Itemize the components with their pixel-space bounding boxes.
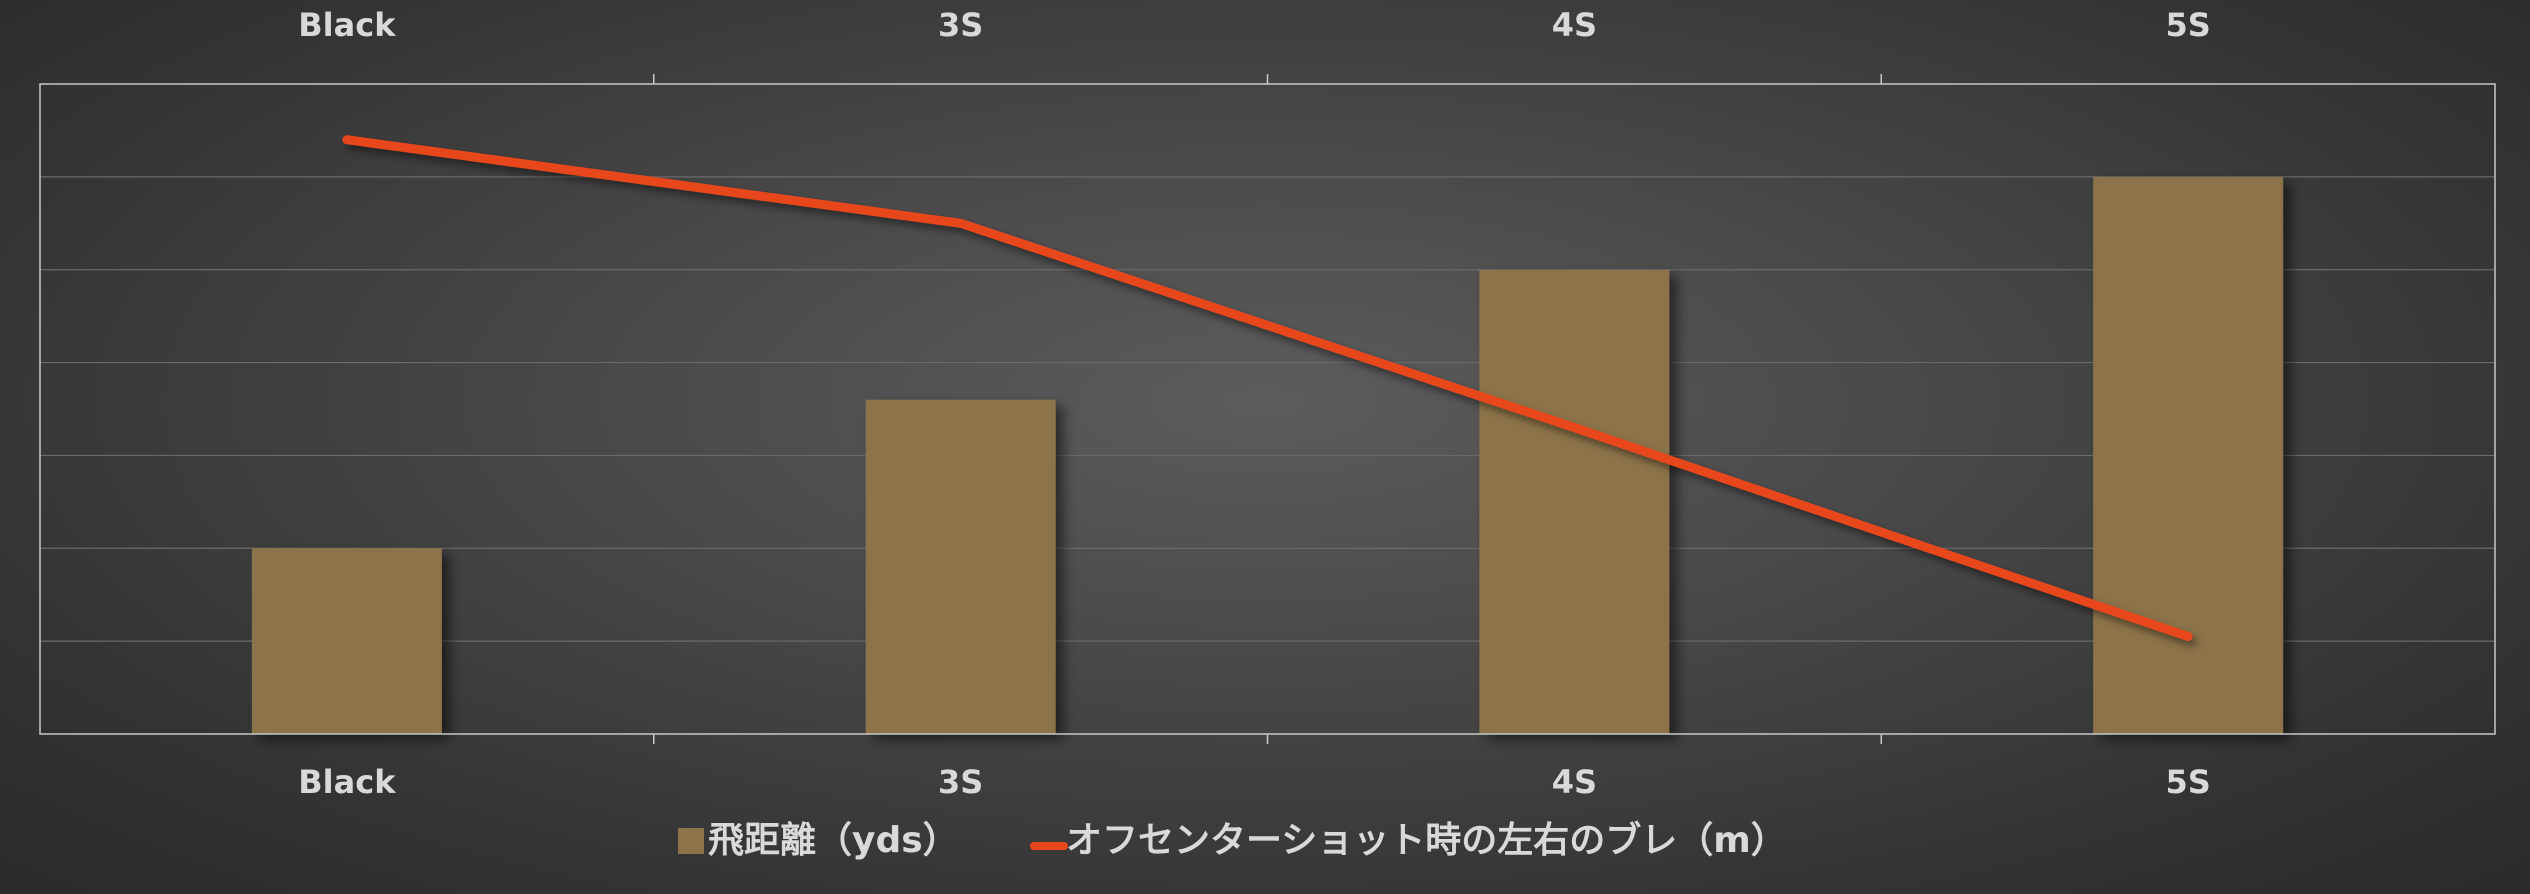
bar-black [251,548,442,734]
line-series-dispersion [342,135,2193,641]
legend-label-line: オフセンターショット時の左右のブレ（m） [1066,819,1787,861]
bottom-tick-label: Black [298,763,396,801]
top-tick-label: Black [298,6,396,44]
bar-3s [865,399,1056,734]
bottom-tick-label: 3S [938,763,983,801]
dispersion-line [342,135,2193,641]
tick-labels: Black Black 3S 3S 4S 4S 5S 5S [298,6,2211,801]
top-tick-label: 5S [2165,6,2210,44]
legend-label-bar: 飛距離（yds） [708,820,959,861]
top-tick-label: 4S [1552,6,1597,44]
top-tick-label: 3S [938,6,983,44]
plot-frame [39,74,2496,744]
bar-4s [1479,269,1670,734]
bar-5s [2093,176,2284,734]
legend: 飛距離（yds） オフセンターショット時の左右のブレ（m） [678,819,1787,861]
bar-series-flight-distance [251,176,2284,734]
bottom-tick-label: 5S [2165,763,2210,801]
legend-swatch-bar [678,828,704,854]
bottom-tick-label: 4S [1552,763,1597,801]
gridlines [40,176,2495,642]
